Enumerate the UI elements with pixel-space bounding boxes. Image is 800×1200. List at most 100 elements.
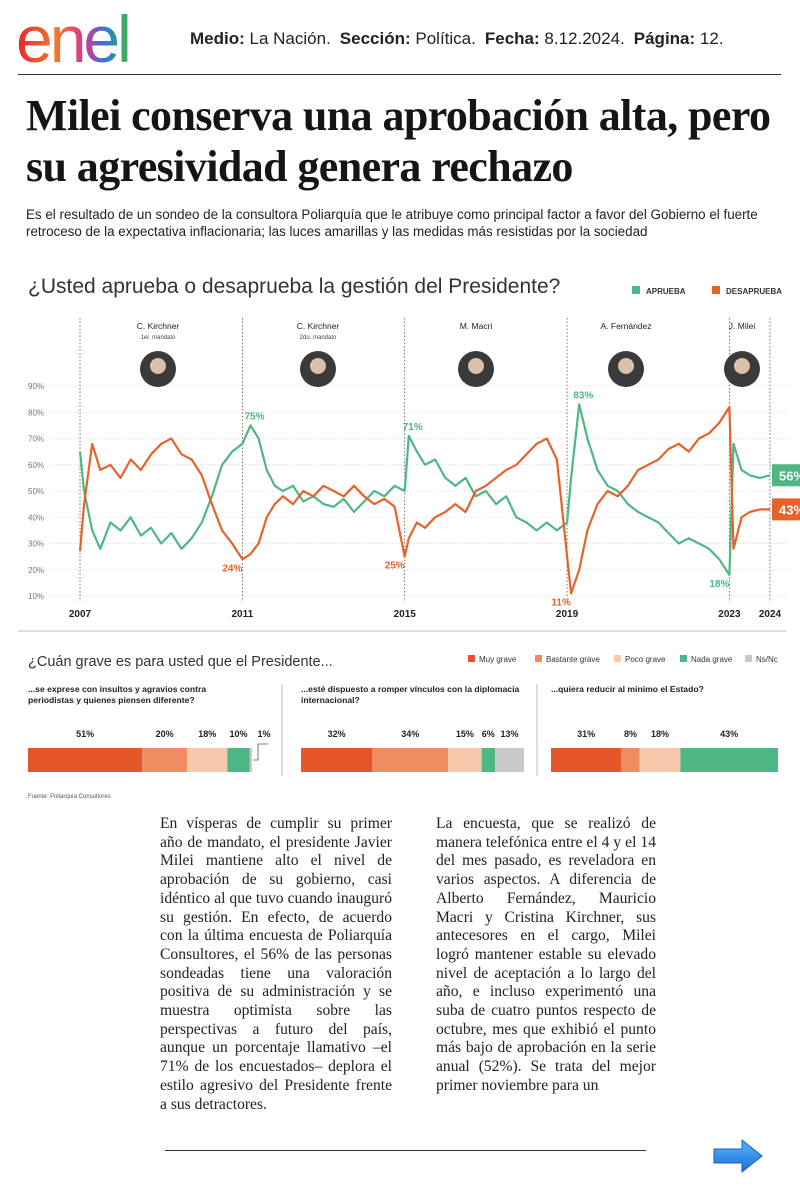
legend-swatch <box>745 655 752 662</box>
legend-swatch <box>614 655 621 662</box>
legend-swatch <box>632 286 640 294</box>
value-label: 18% <box>198 729 216 739</box>
y-tick-label: 40% <box>28 513 44 522</box>
series-line <box>78 403 771 577</box>
y-tick-label: 80% <box>28 408 44 417</box>
period-name: M. Macri <box>460 321 493 331</box>
bar-segment <box>142 748 188 772</box>
value-label: 24% <box>222 563 242 574</box>
value-box <box>772 464 800 487</box>
period-name: C. Kirchner <box>137 321 180 331</box>
value-label: 75% <box>244 411 264 422</box>
value-label: 11% <box>551 597 571 608</box>
value-label: 15% <box>456 729 474 739</box>
value-label: 6% <box>482 729 495 739</box>
article-column: La encuesta, que se realizó de manera te… <box>436 815 656 1094</box>
legend-label: DESAPRUEBA <box>726 287 782 296</box>
value-label: 83% <box>573 390 593 401</box>
period-name: J. Milei <box>729 321 756 331</box>
x-tick-label: 2015 <box>394 609 417 620</box>
legend-label: Muy grave <box>479 655 517 664</box>
period-name: C. Kirchner <box>297 321 340 331</box>
value-label: 31% <box>577 729 595 739</box>
x-tick-label: 2007 <box>69 609 92 620</box>
value-label: 1% <box>257 729 270 739</box>
legend-label: Ns/Nc <box>756 655 778 664</box>
portrait-face <box>618 358 634 374</box>
bar-segment <box>28 748 143 772</box>
bar-segment <box>680 748 778 772</box>
bar-segment <box>639 748 681 772</box>
legend-label: Bastante grave <box>546 655 600 664</box>
y-tick-label: 20% <box>28 566 44 575</box>
label-bracket <box>253 743 268 761</box>
value-label: 18% <box>709 579 729 590</box>
bar-segment <box>372 748 449 772</box>
chart-title: ¿Usted aprueba o desaprueba la gestión d… <box>28 275 560 298</box>
question: ...se exprese con insultos y agravios co… <box>28 684 207 705</box>
portrait-face <box>468 358 484 374</box>
meta-label: Fecha: <box>484 29 540 48</box>
x-tick-label: 2023 <box>718 609 741 620</box>
bar-segment <box>551 748 622 772</box>
meta-item: Medio: La Nación. <box>190 29 331 48</box>
chart-title: ¿Cuán grave es para usted que el Preside… <box>28 654 333 670</box>
question: ...esté dispuesto a romper vínculos con … <box>301 684 520 705</box>
legend-label: Nada grave <box>691 655 733 664</box>
bar-segment <box>249 748 252 772</box>
bar-segment <box>495 748 524 772</box>
bar-segment <box>481 748 496 772</box>
period-note: 2do. mandato <box>300 335 337 341</box>
legend-swatch <box>712 286 720 294</box>
value-label: 56% <box>779 468 800 483</box>
x-tick-label: 2019 <box>556 609 579 620</box>
legend-swatch <box>535 655 542 662</box>
article-column: En vísperas de cumplir su primer año de … <box>160 815 392 1113</box>
meta-value: La Nación. <box>249 29 331 48</box>
portrait-face <box>310 358 326 374</box>
y-tick-label: 10% <box>28 592 44 601</box>
x-tick-label: 2011 <box>232 609 254 620</box>
legend-label: APRUEBA <box>646 287 686 296</box>
header-rule <box>18 74 781 75</box>
meta-label: Página: <box>633 29 696 48</box>
portrait-face <box>734 358 750 374</box>
bar-segment <box>227 748 250 772</box>
value-label: 20% <box>156 729 174 739</box>
subtitle: Es el resultado de un sondeo de la consu… <box>26 207 758 239</box>
period-name: A. Fernández <box>600 321 651 331</box>
value-label: 43% <box>720 729 738 739</box>
value-label: 8% <box>624 729 637 739</box>
value-label: 32% <box>328 729 346 739</box>
value-label: 43% <box>779 502 800 517</box>
meta-value: Política. <box>415 29 476 48</box>
meta-item: Página: 12. <box>634 29 724 48</box>
period-note: 1er. mandato <box>140 335 176 341</box>
meta-label: Sección: <box>339 29 411 48</box>
value-box <box>772 498 800 521</box>
headline: Milei conserva una aprobación alta, pero… <box>26 91 771 191</box>
y-tick-label: 60% <box>28 461 44 470</box>
y-tick-label: 70% <box>28 435 44 444</box>
value-label: 51% <box>76 729 94 739</box>
y-tick-label: 30% <box>28 540 44 549</box>
meta-value: 8.12.2024. <box>544 29 625 48</box>
bar-segment <box>187 748 228 772</box>
bar-segment <box>448 748 482 772</box>
next-arrow[interactable] <box>712 1138 764 1174</box>
x-tick-label: 2024 <box>759 609 782 620</box>
value-label: 34% <box>401 729 419 739</box>
footer-rule <box>165 1150 646 1151</box>
value-label: 25% <box>385 561 405 572</box>
source: Fuente: Poliarquía Consultores <box>28 794 111 800</box>
arrow-shape[interactable] <box>713 1138 763 1174</box>
value-label: 71% <box>403 422 423 433</box>
bar-segment <box>621 748 640 772</box>
portrait-face <box>150 358 166 374</box>
logo: enel <box>16 2 129 76</box>
value-label: 13% <box>500 729 518 739</box>
meta-label: Medio: <box>190 29 245 48</box>
y-tick-label: 50% <box>28 487 44 496</box>
